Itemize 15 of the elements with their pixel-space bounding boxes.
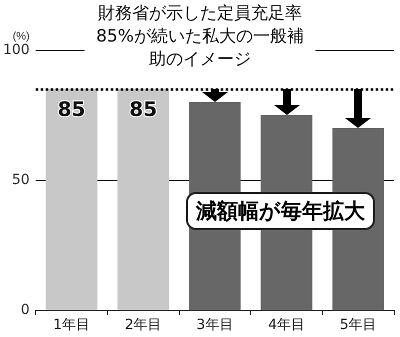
data-label: 85 (58, 97, 86, 121)
y-tick-label: 100 (2, 42, 30, 58)
chart-title: 財務省が示した定員充足率85%が続いた私大の一般補助のイメージ (96, 4, 304, 70)
x-tick-label: 1年目 (53, 317, 90, 333)
x-tick-label: 5年目 (340, 317, 377, 333)
bar (117, 89, 169, 310)
y-axis-title: (%) (12, 30, 30, 42)
x-tick-label: 2年目 (124, 317, 162, 333)
y-tick-label: 50 (12, 172, 30, 188)
x-tick-label: 4年目 (268, 317, 305, 333)
y-tick-label: 0 (20, 302, 30, 318)
data-label: 85 (129, 97, 158, 121)
annotation: 減額幅が毎年拡大 (186, 192, 375, 230)
bar (46, 89, 98, 310)
x-tick-label: 3年目 (196, 317, 234, 333)
